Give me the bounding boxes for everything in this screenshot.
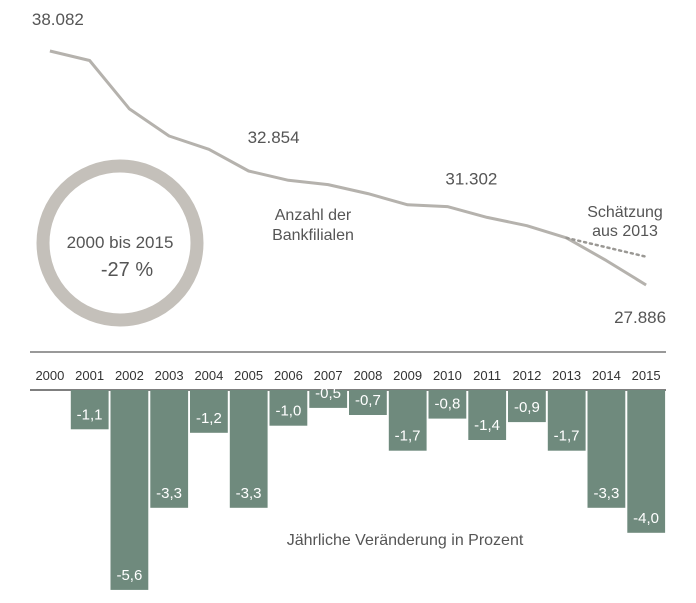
bar <box>110 390 149 590</box>
branch-count-line <box>49 49 647 287</box>
bar <box>309 390 348 408</box>
year-tick-label: 2004 <box>194 368 223 383</box>
year-tick-label: 2013 <box>552 368 581 383</box>
bar <box>428 390 467 419</box>
line-point-label: 31.302 <box>445 170 497 189</box>
line-point-label: 27.886 <box>614 308 666 327</box>
bar-value-label: -3,3 <box>156 485 182 502</box>
year-tick-labels: 2000 2001 2002 2003 2004 2005 2006 2007 2008 2009… <box>35 368 660 383</box>
year-tick-label: 2006 <box>274 368 303 383</box>
bar <box>70 390 109 430</box>
year-tick-label: 2003 <box>155 368 184 383</box>
summary-period-label: 2000 bis 2015 <box>67 233 174 252</box>
bar-value-label: -1,4 <box>474 417 500 434</box>
series-label-line2: Bankfilialen <box>272 227 354 244</box>
summary-ring <box>36 159 204 327</box>
line-point-labels: 38.082 32.854 31.302 27.886 <box>32 10 666 327</box>
bar <box>627 390 666 533</box>
estimate-2013-line <box>565 236 648 258</box>
line-point-label: 38.082 <box>32 10 84 29</box>
bar-value-label: -0,5 <box>315 385 341 402</box>
bar <box>508 390 546 423</box>
bar-series-group: -1,1 -5,6 -3,3 -1,2 -3,3 -1,0 -0,5 -0,7 -1,7 -0,8… <box>70 385 666 590</box>
bar <box>190 390 228 433</box>
year-tick-label: 2009 <box>393 368 422 383</box>
year-tick-label: 2002 <box>115 368 144 383</box>
year-tick-label: 2005 <box>234 368 263 383</box>
bar-chart-caption: Jährliche Veränderung in Prozent <box>287 532 524 549</box>
bar-value-label: -1,2 <box>196 410 222 427</box>
year-tick-label: 2008 <box>353 368 382 383</box>
bar-value-label: -1,7 <box>554 428 580 445</box>
line-point-label: 32.854 <box>248 128 300 147</box>
summary-value-label: -27 % <box>101 259 153 281</box>
bar <box>587 390 626 508</box>
year-tick-label: 2001 <box>75 368 104 383</box>
year-tick-label: 2010 <box>433 368 462 383</box>
bar <box>269 390 308 426</box>
line-series-group <box>49 49 648 287</box>
bar-value-label: -0,8 <box>434 396 460 413</box>
series-label-line1: Anzahl der <box>275 207 352 224</box>
bar-value-label: -3,3 <box>593 485 619 502</box>
bar-value-label: -4,0 <box>633 510 659 527</box>
year-tick-label: 2012 <box>512 368 541 383</box>
bar <box>229 390 268 508</box>
bar-value-label: -3,3 <box>236 485 262 502</box>
year-tick-label: 2000 <box>35 368 64 383</box>
bar <box>150 390 189 508</box>
year-tick-label: 2007 <box>314 368 343 383</box>
estimate-label-line2: aus 2013 <box>592 223 658 240</box>
bar-value-label: -1,1 <box>77 406 103 423</box>
bar <box>547 390 586 451</box>
bar-value-label: -0,7 <box>355 392 381 409</box>
estimate-label-line1: Schätzung <box>587 204 663 221</box>
bar <box>388 390 427 451</box>
bar <box>468 390 507 440</box>
bar-value-label: -5,6 <box>116 567 142 584</box>
year-tick-label: 2014 <box>592 368 621 383</box>
bar-value-label: -0,9 <box>514 399 540 416</box>
year-tick-label: 2015 <box>632 368 661 383</box>
bar-value-label: -1,0 <box>275 403 301 420</box>
bar-value-label: -1,7 <box>395 428 421 445</box>
year-tick-label: 2011 <box>473 368 501 383</box>
bar <box>349 390 387 415</box>
